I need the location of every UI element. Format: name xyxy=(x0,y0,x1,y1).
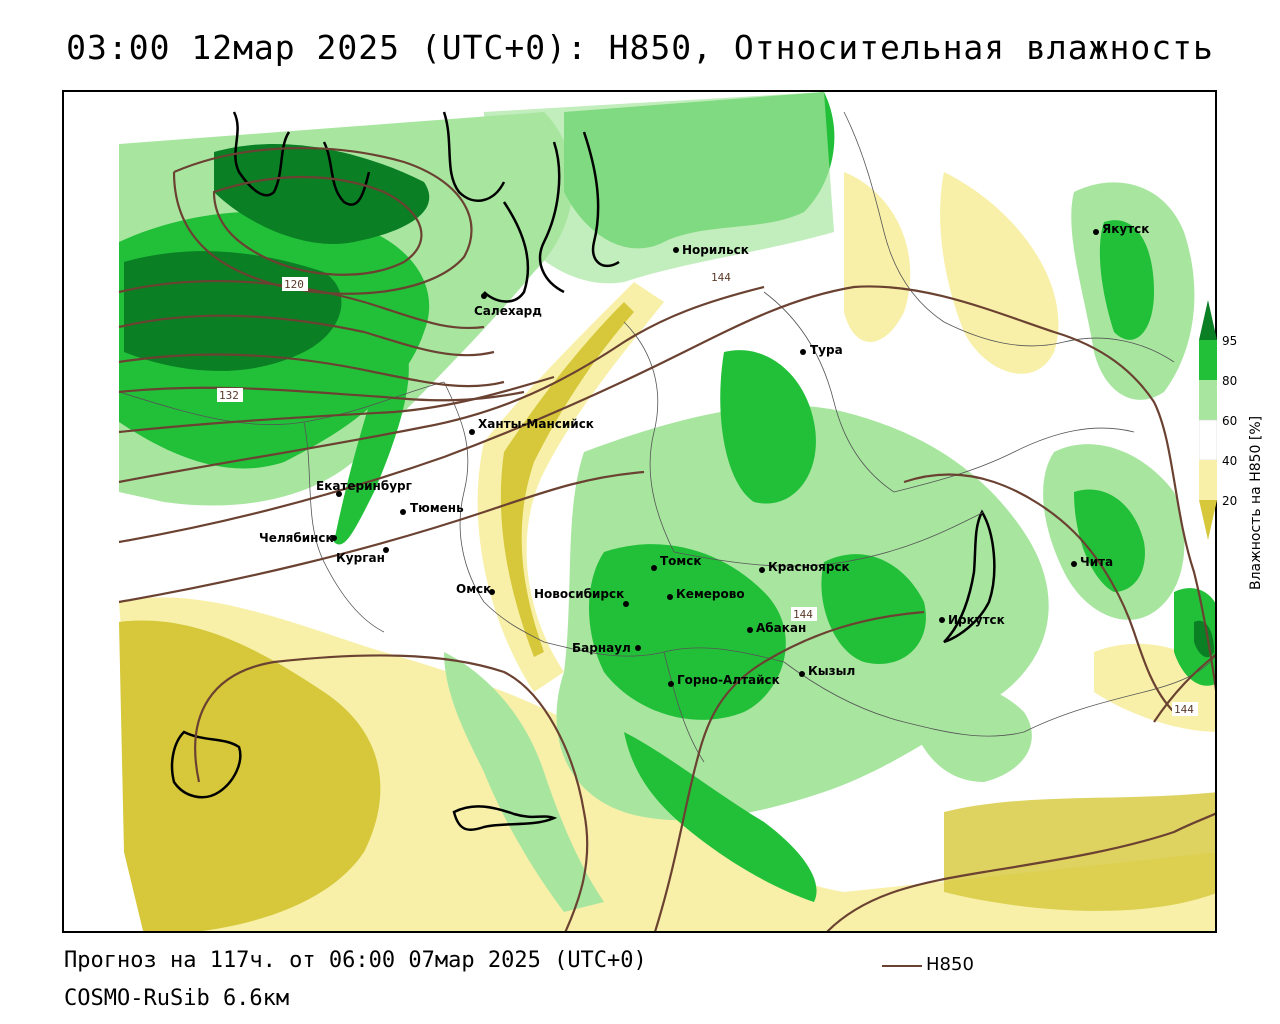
cities: Норильск Якутск Салехард Тура Ханты-Манс… xyxy=(259,222,1149,687)
city-marker xyxy=(469,429,475,435)
coastlines xyxy=(170,111,996,831)
city-marker xyxy=(667,594,673,600)
h850-contours xyxy=(118,146,1215,931)
city-label-irkutsk: Иркутск xyxy=(948,613,1005,627)
city-label-abakan: Абакан xyxy=(756,621,806,635)
city-label-kemerovo: Кемерово xyxy=(676,587,745,601)
city-label-novosibirsk: Новосибирск xyxy=(534,587,624,601)
city-label-kurgan: Курган xyxy=(336,551,385,565)
city-marker xyxy=(400,509,406,515)
h850-line-legend-label: H850 xyxy=(926,954,974,975)
city-label-krasnoyarsk: Красноярск xyxy=(768,560,850,574)
city-marker xyxy=(939,617,945,623)
h850-line-legend-swatch xyxy=(882,965,922,967)
contour-label: 144 xyxy=(793,608,813,621)
city-label-ekaterinburg: Екатеринбург xyxy=(316,479,412,493)
map-canvas: 120 132 144 144 144 Норильск Якутск Сале… xyxy=(118,92,1215,931)
legend-title: Влажность на H850 [%] xyxy=(1248,415,1264,590)
city-label-tomsk: Томск xyxy=(660,554,702,568)
legend-tick: 60 xyxy=(1222,414,1238,428)
city-marker xyxy=(800,349,806,355)
city-marker xyxy=(1093,229,1099,235)
city-label-khanty-mansiysk: Ханты-Мансийск xyxy=(478,417,594,431)
city-marker xyxy=(623,601,629,607)
legend-tick: 40 xyxy=(1222,454,1238,468)
city-marker xyxy=(1071,561,1077,567)
contour-label: 120 xyxy=(284,278,304,291)
city-marker xyxy=(331,535,337,541)
city-marker xyxy=(383,547,389,553)
weather-map: 120 132 144 144 144 Норильск Якутск Сале… xyxy=(62,90,1217,933)
contour-label: 132 xyxy=(219,389,239,402)
region-borders xyxy=(118,111,1215,763)
city-marker xyxy=(635,645,641,651)
city-label-salekhard: Салехард xyxy=(474,304,542,318)
legend-tick: 80 xyxy=(1222,374,1238,388)
legend-tick: 20 xyxy=(1222,494,1238,508)
humidity-colorbar xyxy=(1199,300,1217,540)
city-marker xyxy=(759,567,765,573)
city-label-chelyabinsk: Челябинск xyxy=(259,531,334,545)
legend-tick: 95 xyxy=(1222,334,1238,348)
contour-labels: 120 132 144 144 144 xyxy=(217,270,1198,716)
city-label-norilsk: Норильск xyxy=(682,243,749,257)
city-label-barnaul: Барнаул xyxy=(572,641,631,655)
city-marker xyxy=(747,627,753,633)
contour-label: 144 xyxy=(711,271,731,284)
city-label-yakutsk: Якутск xyxy=(1102,222,1149,236)
map-title: 03:00 12мар 2025 (UTC+0): H850, Относите… xyxy=(66,28,1214,67)
contour-label: 144 xyxy=(1174,703,1194,716)
city-marker xyxy=(336,491,342,497)
city-label-omsk: Омск xyxy=(456,582,491,596)
city-label-chita: Чита xyxy=(1080,555,1113,569)
city-label-kyzyl: Кызыл xyxy=(808,664,855,678)
city-marker xyxy=(799,671,805,677)
city-marker xyxy=(481,293,487,299)
city-marker xyxy=(489,589,495,595)
city-marker xyxy=(651,565,657,571)
forecast-info: Прогноз на 117ч. от 06:00 07мар 2025 (UT… xyxy=(64,948,647,973)
city-marker xyxy=(673,247,679,253)
model-info: COSMO-RuSib 6.6км xyxy=(64,986,290,1011)
city-label-tyumen: Тюмень xyxy=(410,501,464,515)
city-label-tura: Тура xyxy=(810,343,843,357)
city-marker xyxy=(668,681,674,687)
city-label-gorno-altaysk: Горно-Алтайск xyxy=(677,673,780,687)
